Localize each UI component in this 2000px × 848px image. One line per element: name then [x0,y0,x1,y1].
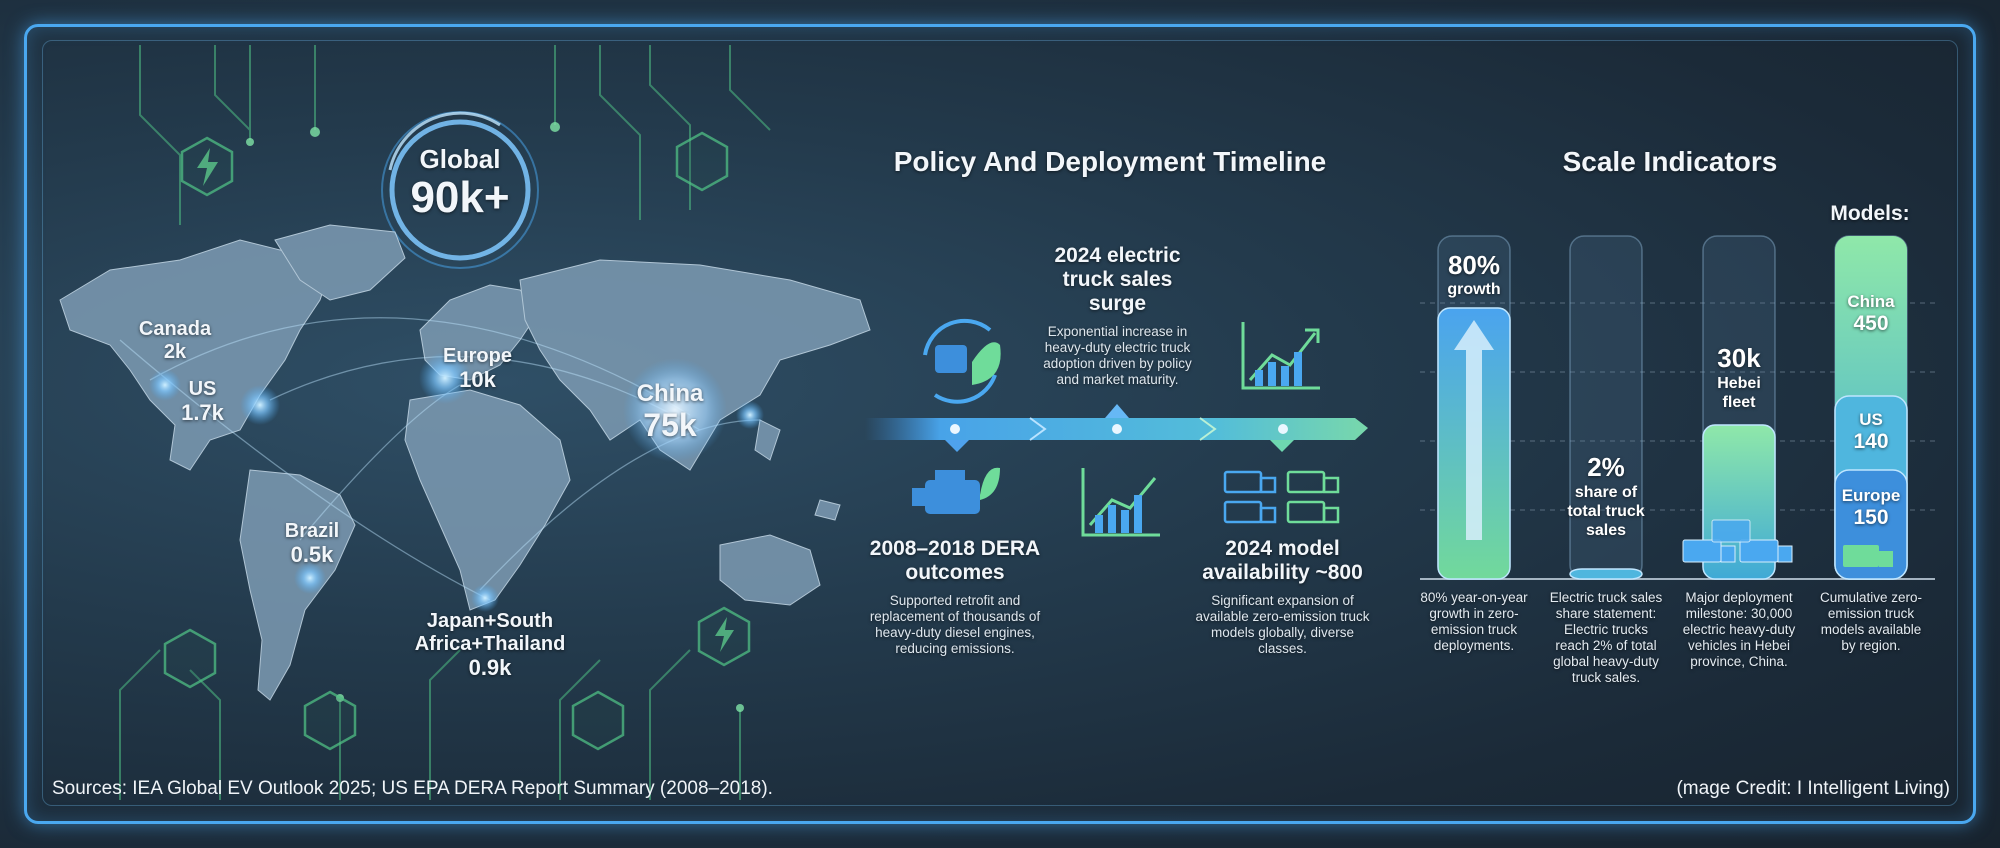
segment-region: US [1859,410,1883,429]
segment-value: 150 [1853,506,1889,529]
global-label: Global 90k+ [390,144,530,221]
event-desc: Supported retrofit and replacement of th… [869,593,1041,656]
bar-label-growth: 80% growth [1432,250,1516,299]
region-label-europe: Europe 10k [420,345,535,392]
bar-label-hebei: 30k Hebei fleet [1699,343,1779,412]
region-label-canada: Canada 2k [115,318,235,364]
timeline-event-top: 2024 electric truck sales surge Exponent… [1035,244,1200,388]
event-desc: Exponential increase in heavy-duty elect… [1043,324,1192,387]
global-label-text: Global [419,144,501,174]
region-value: 2k [163,341,187,363]
region-value: 1.7k [181,400,224,425]
recycle-engine-icon [923,318,1001,404]
growth-chart-icon-top [1241,322,1320,390]
timeline-event-left: 2008–2018 DERA outcomes Supported retrof… [860,537,1050,657]
bar-label: share of total truck sales [1567,484,1645,539]
models-segment-europe: Europe 150 [1835,486,1907,530]
bar-value: 2% [1587,452,1625,482]
bar-value: 30k [1717,343,1761,373]
timeline-arrow [865,404,1368,452]
segment-region: Europe [1841,486,1901,505]
region-label-brazil: Brazil 0.5k [262,520,362,567]
models-stacked-bar [1834,236,1908,580]
models-heading: Models: [1830,202,1910,225]
models-segment-us: US 140 [1835,410,1907,454]
event-title: 2024 electric truck sales surge [1054,244,1181,315]
sources-text: Sources: IEA Global EV Outlook 2025; US … [52,778,773,799]
region-name: Canada [138,318,212,340]
event-title: 2008–2018 DERA outcomes [869,537,1041,584]
models-segment-china: China 450 [1835,292,1907,336]
bar-label-share: 2% share of total truck sales [1566,452,1646,540]
timeline-title: Policy And Deployment Timeline [893,146,1327,177]
bar-caption-share: Electric truck sales share statement: El… [1549,590,1663,685]
region-name: China [636,380,704,407]
growth-chart-icon-mid [1081,468,1160,537]
region-label-japan-sa-thailand: Japan+South Africa+Thailand 0.9k [405,610,575,680]
region-label-us: US 1.7k [150,378,255,425]
europe-truck-icon [1843,545,1893,567]
event-desc: Significant expansion of available zero-… [1195,593,1370,656]
region-value: 75k [643,407,697,443]
hebei-trucks-icon [1682,519,1793,563]
segment-region: China [1847,292,1895,311]
image-credit: (mage Credit: I Intelligent Living) [1676,778,1950,799]
region-name: Europe [443,345,512,367]
segment-value: 140 [1853,430,1889,453]
truck-grid-icon [1223,470,1340,524]
models-caption: Cumulative zero-emission truck models av… [1819,590,1923,653]
timeline-event-right: 2024 model availability ~800 Significant… [1190,537,1375,657]
region-name: US [188,378,217,400]
outer-frame [24,24,1976,824]
bar-caption-growth: 80% year-on-year growth in zero-emission… [1420,590,1528,653]
region-name: Brazil [284,520,340,542]
bar-fill-1 [1569,568,1643,580]
engine-leaf-icon [912,467,1000,514]
inner-frame [42,40,1958,806]
region-name: Japan+South Africa+Thailand [414,610,566,655]
growth-arrow-icon [1454,320,1494,540]
event-title: 2024 model availability ~800 [1202,537,1363,584]
global-value: 90k+ [410,173,510,222]
region-value: 10k [459,367,496,392]
region-value: 0.5k [290,542,334,567]
bar-value: 80% [1447,250,1501,280]
global-ring [381,111,539,269]
bar-label: growth [1447,281,1501,298]
bar-caption-hebei: Major deployment milestone: 30,000 elect… [1682,590,1796,669]
bar-label: Hebei fleet [1717,375,1761,411]
region-value: 0.9k [468,655,512,680]
scale-title: Scale Indicators [1562,146,1778,177]
segment-value: 450 [1853,312,1889,335]
region-label-china: China 75k [620,380,720,442]
map-glows [149,352,764,612]
